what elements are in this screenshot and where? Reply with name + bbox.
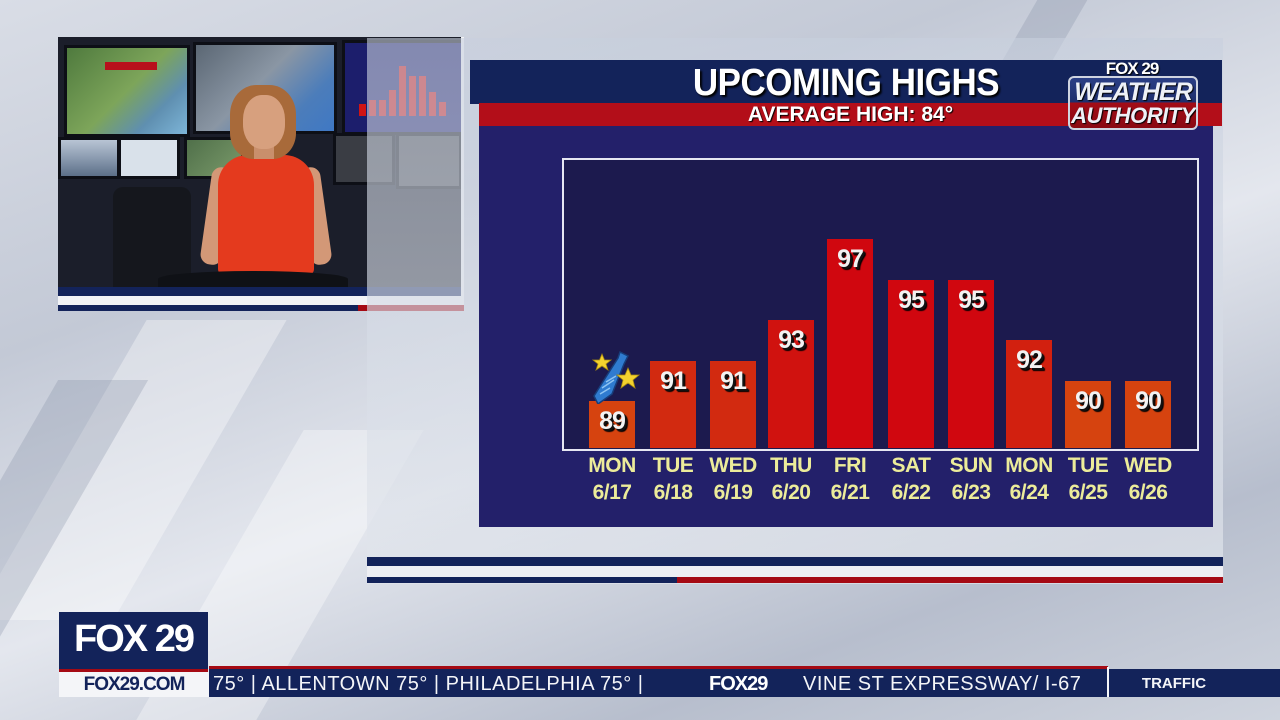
day-label: FRI <box>833 454 867 477</box>
brand-weather: WEATHER <box>1074 78 1193 106</box>
date-label: 6/19 <box>713 481 753 504</box>
day-label: SAT <box>891 454 931 477</box>
news-ticker: 75° | ALLENTOWN 75° | PHILADELPHIA 75° |… <box>209 669 1108 697</box>
day-label: TUE <box>652 454 694 477</box>
date-label: 6/17 <box>592 481 632 504</box>
chart-bar: 97 <box>827 238 873 448</box>
bar-value-label: 91 <box>660 366 687 395</box>
fathers-day-tie-stars-icon <box>591 350 641 404</box>
average-high-label: AVERAGE HIGH: 84° <box>747 103 954 126</box>
weather-authority-logo: FOX 29 WEATHER AUTHORITY <box>1066 60 1198 132</box>
presenter-body <box>218 155 314 275</box>
fox29-url: FOX29.COM <box>59 672 209 697</box>
stripe-navy <box>367 577 677 583</box>
page-title: UPCOMING HIGHS <box>692 62 1000 104</box>
bar-value-label: 93 <box>778 326 805 355</box>
bar-value-label: 97 <box>837 244 864 273</box>
day-label: SUN <box>949 454 993 477</box>
day-label: THU <box>770 454 812 477</box>
studio-desk <box>158 271 348 287</box>
day-label: WED <box>1124 454 1172 477</box>
date-label: 6/20 <box>771 481 811 504</box>
day-label: TUE <box>1067 454 1109 477</box>
video-bottom-bar <box>58 287 461 296</box>
chart-bar: 91 <box>710 360 756 448</box>
ticker-fox29-logo: FOX29 <box>709 673 768 695</box>
stripe-navy <box>367 557 1223 566</box>
ticker-weather-text: 75° | ALLENTOWN 75° | PHILADELPHIA 75° | <box>213 673 644 695</box>
bar-value-label: 95 <box>898 285 925 314</box>
day-label: MON <box>1005 454 1053 477</box>
stripe-red <box>677 577 1223 583</box>
brand-fox29: FOX 29 <box>1105 59 1160 78</box>
chart-bar: 91 <box>650 360 696 448</box>
chart-bar: 95 <box>888 279 934 448</box>
chart-bar: 90 <box>1125 381 1171 448</box>
date-label: 6/26 <box>1128 481 1168 504</box>
stripe-white <box>367 566 1223 577</box>
bar-value-label: 95 <box>958 285 985 314</box>
chart-bar: 93 <box>768 320 814 448</box>
fox29-logo-text: FOX 29 <box>74 618 195 660</box>
fox29-logo: FOX 29 <box>59 612 208 669</box>
ticker-traffic-text: VINE ST EXPRESSWAY/ I-67 <box>803 673 1082 695</box>
bar-value-label: 89 <box>599 407 626 436</box>
brand-badge: WEATHER AUTHORITY <box>1068 76 1198 130</box>
date-label: 6/18 <box>653 481 693 504</box>
logo-divider <box>59 669 208 672</box>
studio-monitor <box>118 137 180 179</box>
studio-monitor <box>58 137 120 179</box>
chart-bar: 92 <box>1006 340 1052 448</box>
subtitle-bar: AVERAGE HIGH: 84° <box>479 103 1222 126</box>
ticker-section: TRAFFIC <box>1109 669 1280 697</box>
ticker-top-line <box>209 666 1108 669</box>
date-label: 6/23 <box>951 481 991 504</box>
bar-value-label: 90 <box>1135 387 1162 415</box>
video-stripe-navy <box>58 305 358 311</box>
ticker-divider <box>1107 667 1109 697</box>
studio-chair <box>113 187 191 287</box>
ticker-section-label: TRAFFIC <box>1141 675 1207 692</box>
chart-bar: 95 <box>948 279 994 448</box>
bar-value-label: 91 <box>720 366 747 395</box>
date-label: 6/22 <box>891 481 931 504</box>
chart-bar: 89 <box>589 401 635 448</box>
date-label: 6/24 <box>1009 481 1049 504</box>
bar-value-label: 92 <box>1016 346 1043 375</box>
radar-monitor <box>64 45 190 137</box>
day-label: MON <box>588 454 636 477</box>
date-label: 6/21 <box>830 481 870 504</box>
date-label: 6/25 <box>1068 481 1108 504</box>
bar-value-label: 90 <box>1075 387 1102 415</box>
day-label: WED <box>709 454 757 477</box>
presenter-face <box>243 95 285 149</box>
brand-authority: AUTHORITY <box>1071 103 1195 128</box>
chart-bar: 90 <box>1065 381 1111 448</box>
